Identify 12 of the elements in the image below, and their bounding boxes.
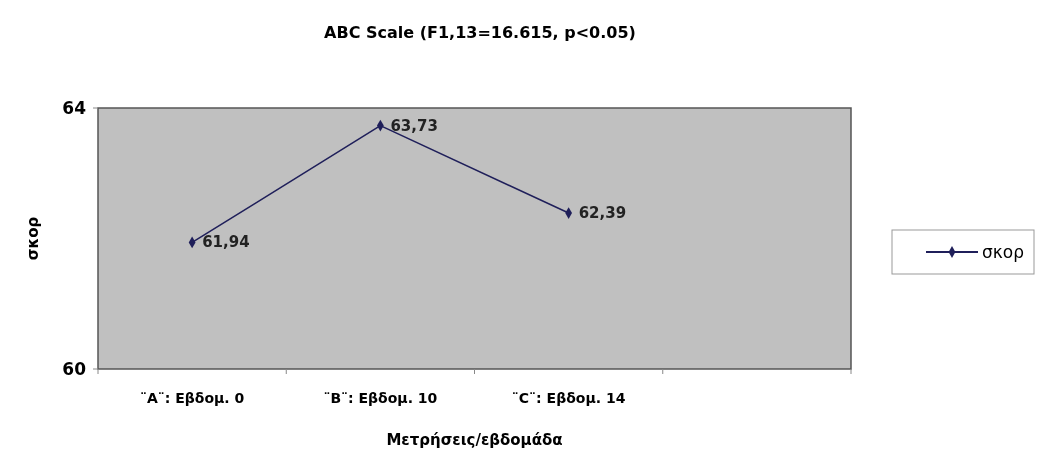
chart-title: ABC Scale (F1,13=16.615, p<0.05) — [324, 23, 636, 42]
y-tick-label: 60 — [62, 359, 87, 379]
x-tick-label: ¨C¨: Εβδομ. 14 — [511, 390, 626, 406]
x-axis-title: Μετρήσεις/εβδομάδα — [386, 431, 563, 449]
text: 62,39 — [578, 204, 627, 223]
x-tick-label: ¨B¨: Εβδομ. 10 — [323, 390, 438, 406]
legend-label: σκορ — [982, 242, 1024, 262]
y-axis-title: σκορ — [24, 216, 42, 261]
x-tick-label: ¨A¨: Εβδομ. 0 — [139, 390, 245, 406]
y-tick-label: 64 — [62, 98, 87, 118]
text: 61,94 — [202, 233, 250, 252]
text: 63,73 — [390, 116, 438, 135]
